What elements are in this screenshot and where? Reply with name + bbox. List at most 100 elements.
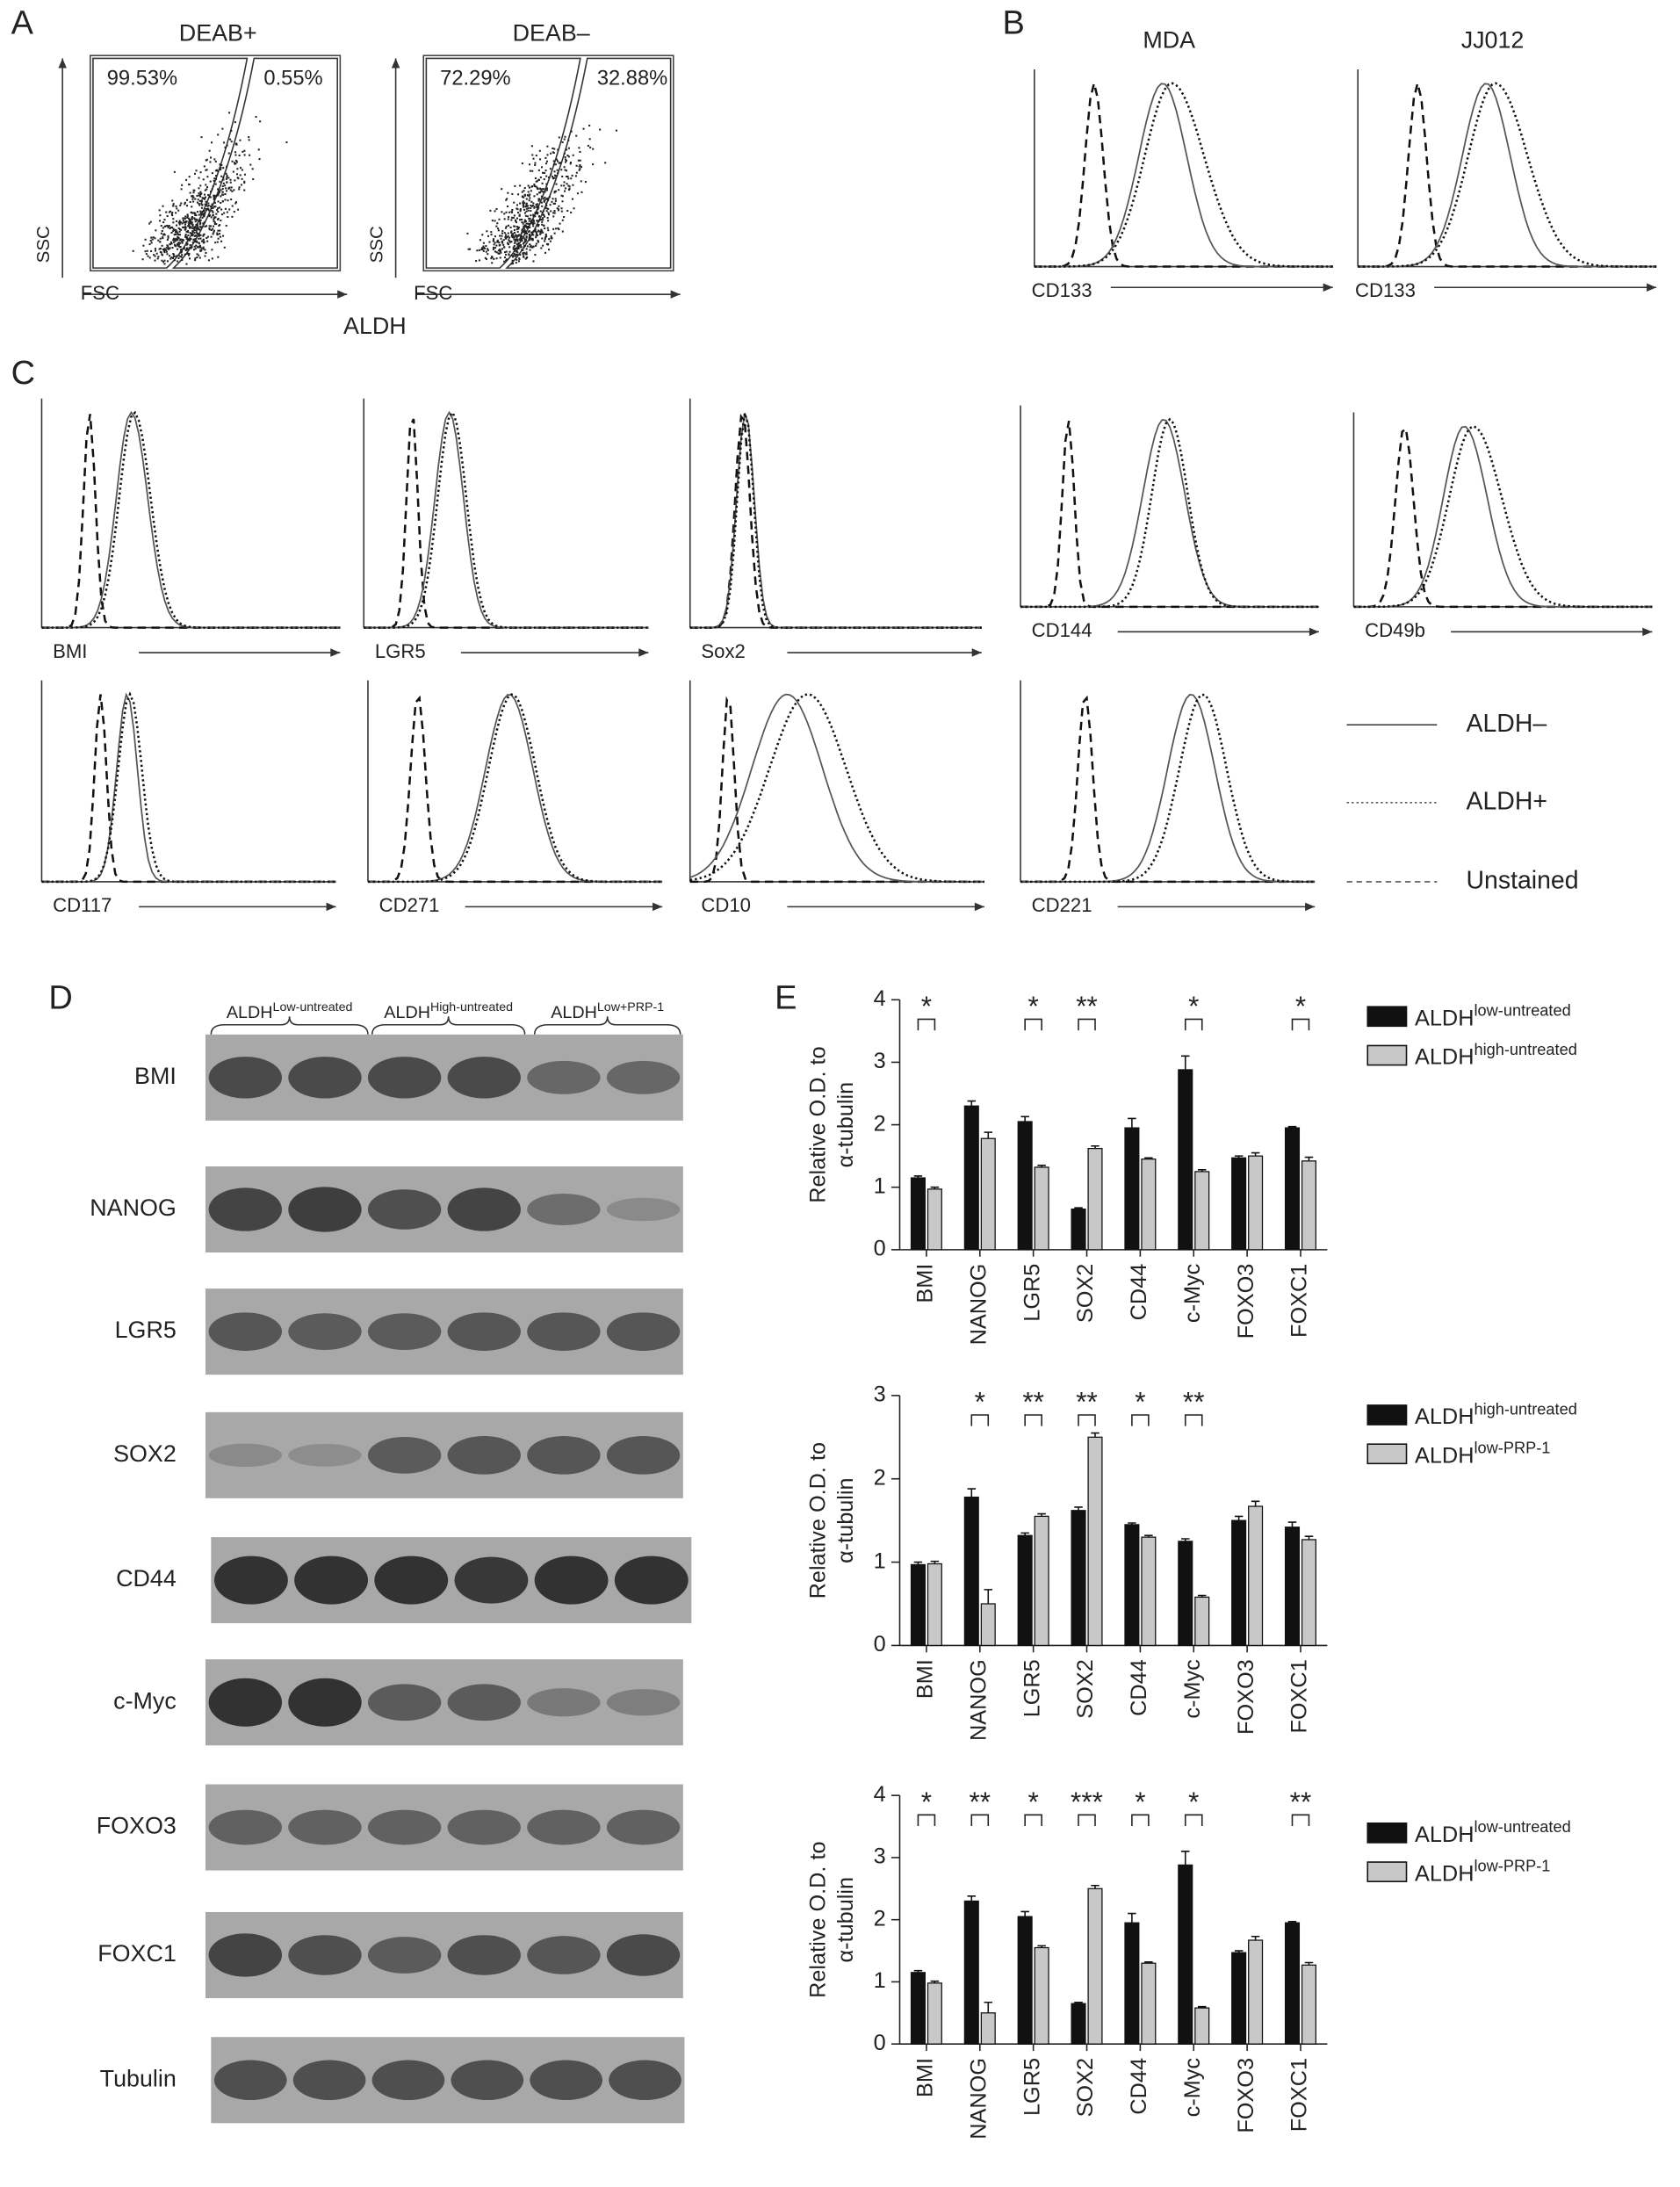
blot-row-label: FOXO3 xyxy=(97,1813,177,1839)
event-dot xyxy=(196,246,198,249)
event-dot xyxy=(507,218,509,220)
legend-text: ALDH– xyxy=(1467,710,1547,738)
arrow-head xyxy=(330,648,341,657)
event-dot xyxy=(187,230,190,233)
event-dot xyxy=(532,213,535,216)
event-dot xyxy=(545,207,548,210)
event-dot xyxy=(517,226,520,228)
panel-label: E xyxy=(775,979,797,1016)
event-dot xyxy=(506,242,509,244)
legend-swatch xyxy=(1366,1044,1408,1066)
significance-bracket xyxy=(1291,1018,1310,1031)
label: ALDHlow-PRP-1 xyxy=(1415,1439,1550,1468)
event-dot xyxy=(197,198,199,201)
event-dot xyxy=(552,160,555,162)
event-dot xyxy=(198,204,201,206)
event-dot xyxy=(203,221,205,224)
event-dot xyxy=(173,255,176,257)
event-dot xyxy=(466,232,469,235)
event-dot xyxy=(570,130,573,133)
event-dot xyxy=(510,255,513,257)
event-dot xyxy=(213,222,216,225)
event-dot xyxy=(232,170,234,173)
event-dot xyxy=(189,232,191,235)
event-dot xyxy=(532,225,535,227)
event-dot xyxy=(149,220,152,223)
event-dot xyxy=(200,199,203,202)
event-dot xyxy=(513,245,516,248)
label: 0.55% xyxy=(263,67,322,90)
bar xyxy=(963,1105,979,1251)
bar xyxy=(1248,1939,1264,2045)
event-dot xyxy=(238,154,241,157)
event-dot xyxy=(199,237,202,240)
event-dot xyxy=(229,189,232,191)
event-dot xyxy=(523,194,526,197)
event-dot xyxy=(516,248,518,250)
event-dot xyxy=(514,184,516,187)
event-dot xyxy=(208,215,211,218)
event-dot xyxy=(160,251,162,254)
event-dot xyxy=(216,241,219,243)
event-dot xyxy=(202,235,205,237)
event-dot xyxy=(534,212,537,214)
event-dot xyxy=(166,260,169,263)
x-tick-label: FOXC1 xyxy=(1287,1264,1312,1338)
event-dot xyxy=(218,190,220,192)
event-dot xyxy=(185,235,188,238)
significance-bracket xyxy=(1078,1018,1096,1031)
blot-band xyxy=(371,2060,445,2101)
event-dot xyxy=(495,207,498,211)
event-dot xyxy=(239,174,242,177)
event-dot xyxy=(205,204,208,206)
event-dot xyxy=(511,233,514,235)
event-dot xyxy=(185,263,188,265)
event-dot xyxy=(532,230,535,233)
event-dot xyxy=(505,211,508,213)
event-dot xyxy=(219,235,222,238)
event-dot xyxy=(515,221,518,224)
blot-band xyxy=(527,1936,601,1974)
event-dot xyxy=(533,222,536,225)
event-dot xyxy=(211,172,213,175)
event-dot xyxy=(558,162,560,164)
event-dot xyxy=(556,207,559,210)
plot-frame xyxy=(89,54,342,272)
significance-mark: * xyxy=(1295,990,1306,1021)
event-dot xyxy=(205,158,208,161)
event-dot xyxy=(223,246,226,249)
event-dot xyxy=(211,257,213,260)
event-dot xyxy=(189,222,191,225)
event-dot xyxy=(230,198,233,201)
event-dot xyxy=(549,168,552,170)
event-dot xyxy=(525,210,528,213)
event-dot xyxy=(202,213,205,216)
event-dot xyxy=(170,242,173,245)
event-dot xyxy=(189,246,191,249)
event-dot xyxy=(539,176,542,178)
blot-band xyxy=(447,1935,521,1975)
event-dot xyxy=(521,230,523,233)
arrow-head xyxy=(1323,283,1333,292)
bar xyxy=(980,2012,996,2045)
gate xyxy=(92,57,249,269)
event-dot xyxy=(530,219,533,221)
y-axis-label: α-tubulin xyxy=(833,1477,858,1563)
event-dot xyxy=(516,251,519,254)
event-dot xyxy=(191,222,193,225)
label: CD133 xyxy=(1355,279,1416,301)
event-dot xyxy=(525,207,528,210)
event-dot xyxy=(180,256,183,258)
event-dot xyxy=(511,211,514,213)
x-tick-label: LGR5 xyxy=(1020,1264,1044,1322)
blot-band xyxy=(606,1312,681,1351)
event-dot xyxy=(184,249,187,251)
event-dot xyxy=(504,227,507,229)
bar xyxy=(1087,1436,1103,1647)
event-dot xyxy=(217,256,220,258)
event-dot xyxy=(222,178,225,181)
event-dot xyxy=(176,230,178,233)
event-dot xyxy=(567,147,570,149)
event-dot xyxy=(148,243,151,246)
event-dot xyxy=(521,228,523,231)
